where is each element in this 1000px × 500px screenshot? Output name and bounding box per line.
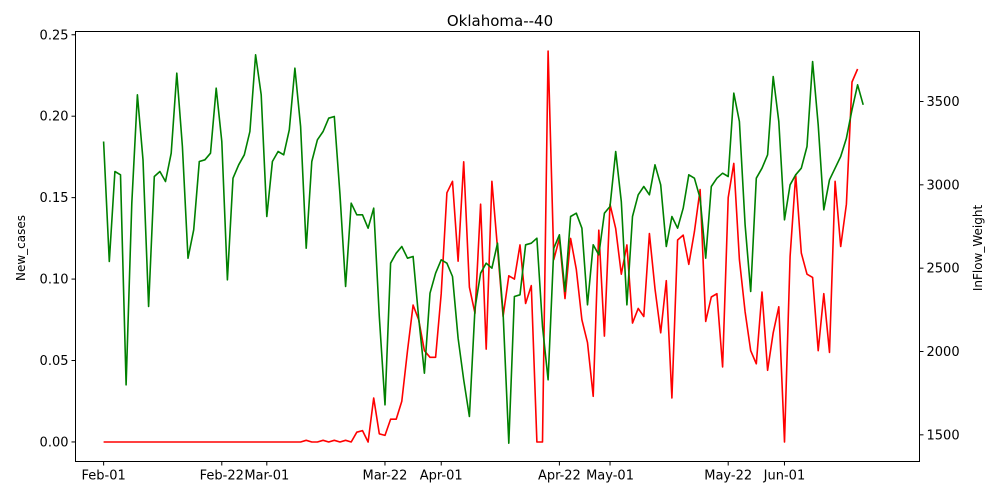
plot-frame <box>75 31 920 462</box>
y2-tick-label: 2000 <box>927 345 960 360</box>
x-tick-label: Apr-22 <box>538 469 581 484</box>
x-tick-label: Mar-01 <box>244 469 289 484</box>
y-tick-label: 0.20 <box>40 110 69 125</box>
x-tick-label: Feb-01 <box>82 469 126 484</box>
y-tick-label: 0.05 <box>40 354 69 369</box>
y-tick-label: 0.25 <box>40 28 69 43</box>
y-axis-title: New_cases <box>14 215 28 281</box>
series-line-new-cases <box>103 50 859 443</box>
y-tick-label: 0.10 <box>40 273 69 288</box>
y2-tick-label: 3500 <box>927 95 960 110</box>
y2-tick-label: 3000 <box>927 178 960 193</box>
series-line-inflow-weight <box>102 53 864 445</box>
x-tick-label: Feb-22 <box>200 469 244 484</box>
x-tick-label: Apr-01 <box>420 469 463 484</box>
y2-axis-title: InFlow_Weight <box>971 205 985 292</box>
y2-tick-label: 2500 <box>927 262 960 277</box>
y2-tick-label: 1500 <box>927 428 960 443</box>
plot-area: Feb-01 Feb-22 Mar-01 Mar-22 Apr-01 Apr-22 May-… <box>40 28 960 483</box>
chart-title: Oklahoma--40 <box>447 12 553 30</box>
x-tick-label: May-22 <box>704 469 752 484</box>
x-tick-label: Mar-22 <box>362 469 407 484</box>
y-tick-label: 0.00 <box>40 435 69 450</box>
x-tick-label: Jun-01 <box>763 469 806 484</box>
y-tick-label: 0.15 <box>40 191 69 206</box>
x-tick-label: May-01 <box>586 469 634 484</box>
